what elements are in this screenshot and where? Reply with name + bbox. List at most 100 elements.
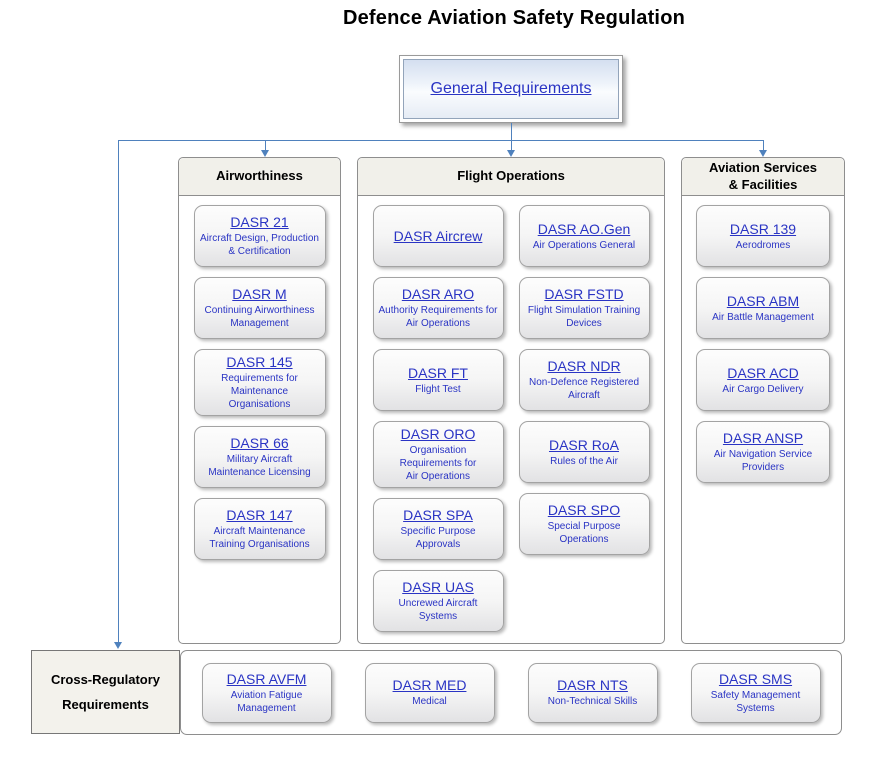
dasr-box: DASR AVFM Aviation Fatigue Management xyxy=(201,662,332,723)
dasr-box: DASR SMS Safety Management Systems xyxy=(690,662,821,723)
connector-drop-airworthiness xyxy=(265,141,266,151)
dasr-box: DASR 66 Military Aircraft Maintenance Li… xyxy=(193,426,326,488)
flight-operations-left-subcolumn: DASR Aircrew DASR ARO Authority Requirem… xyxy=(372,205,504,632)
dasr-description: Safety Management Systems xyxy=(710,689,801,714)
cross-regulatory-line1: Cross-Regulatory xyxy=(50,672,161,687)
dasr-box: DASR AO.Gen Air Operations General xyxy=(518,205,650,267)
dasr-box: DASR 139 Aerodromes xyxy=(696,205,830,267)
dasr-link[interactable]: DASR ARO xyxy=(401,286,475,302)
dasr-box: DASR ARO Authority Requirements for Air … xyxy=(372,277,504,339)
dasr-description: Non-Defence Registered Aircraft xyxy=(528,377,640,401)
dasr-box: DASR 145 Requirements for Maintenance Or… xyxy=(193,349,326,416)
dasr-link[interactable]: DASR FSTD xyxy=(544,286,624,302)
dasr-link[interactable]: DASR 145 xyxy=(226,354,293,370)
general-requirements-link[interactable]: General Requirements xyxy=(430,80,592,97)
dasr-description: Air Battle Management xyxy=(712,311,814,323)
dasr-description: Air Operations General xyxy=(532,239,636,251)
dasr-box: DASR UAS Uncrewed Aircraft Systems xyxy=(372,570,504,632)
dasr-description: Rules of the Air xyxy=(550,455,618,467)
dasr-box: DASR M Continuing Airworthiness Manageme… xyxy=(193,277,326,339)
column-aviation-services: Aviation Services & Facilities DASR 139 … xyxy=(681,157,845,644)
connector-horizontal xyxy=(118,140,764,141)
dasr-box: DASR ORO Organisation Requirements for A… xyxy=(372,421,504,488)
dasr-box: DASR 21 Aircraft Design, Production & Ce… xyxy=(193,205,326,267)
arrow-icon-aviation-services xyxy=(759,150,767,157)
general-requirements-box: General Requirements xyxy=(399,55,623,123)
dasr-description: Aircraft Maintenance Training Organisati… xyxy=(209,526,310,550)
dasr-box: DASR 147 Aircraft Maintenance Training O… xyxy=(193,498,326,560)
dasr-box: DASR SPA Specific Purpose Approvals xyxy=(372,498,504,560)
cross-regulatory-panel: DASR AVFM Aviation Fatigue Management DA… xyxy=(180,650,842,735)
connector-drop-flight-operations xyxy=(511,141,512,151)
dasr-link[interactable]: DASR ORO xyxy=(400,426,476,442)
connector-drop-aviation-services xyxy=(763,141,764,151)
general-requirements-box-inner: General Requirements xyxy=(403,59,619,119)
dasr-description: Requirements for Maintenance Organisatio… xyxy=(221,373,298,410)
dasr-description: Air Navigation Service Providers xyxy=(713,449,813,473)
dasr-box: DASR NDR Non-Defence Registered Aircraft xyxy=(518,349,650,411)
dasr-description: Medical xyxy=(412,696,447,707)
column-header-flight-operations: Flight Operations xyxy=(358,158,664,196)
dasr-link[interactable]: DASR Aircrew xyxy=(393,228,483,244)
dasr-description: Aerodromes xyxy=(735,239,791,251)
dasr-link[interactable]: DASR ANSP xyxy=(722,430,804,446)
dasr-box: DASR SPO Special Purpose Operations xyxy=(518,493,650,555)
dasr-link[interactable]: DASR AVFM xyxy=(226,670,307,687)
dasr-description: Special Purpose Operations xyxy=(547,521,621,545)
dasr-link[interactable]: DASR SPA xyxy=(403,507,473,523)
dasr-link[interactable]: DASR SMS xyxy=(718,670,793,687)
dasr-box: DASR ACD Air Cargo Delivery xyxy=(696,349,830,411)
dasr-description: Non-Technical Skills xyxy=(547,696,638,707)
dasr-description: Specific Purpose Approvals xyxy=(400,526,476,550)
dasr-box: DASR FT Flight Test xyxy=(372,349,504,411)
page-title: Defence Aviation Safety Regulation xyxy=(342,7,686,29)
dasr-description: Organisation Requirements for Air Operat… xyxy=(399,445,477,482)
dasr-link[interactable]: DASR 139 xyxy=(729,220,797,237)
dasr-link[interactable]: DASR SPO xyxy=(547,502,621,518)
dasr-box: DASR Aircrew xyxy=(372,205,504,267)
dasr-description: Air Cargo Delivery xyxy=(722,383,804,395)
dasr-link[interactable]: DASR MED xyxy=(392,677,467,693)
column-body-flight-operations: DASR Aircrew DASR ARO Authority Requirem… xyxy=(358,196,664,632)
dasr-box: DASR ANSP Air Navigation Service Provide… xyxy=(696,421,830,483)
dasr-link[interactable]: DASR 147 xyxy=(226,507,293,523)
dasr-description: Aircraft Design, Production & Certificat… xyxy=(200,233,319,257)
dasr-description: Flight Simulation Training Devices xyxy=(527,305,641,329)
dasr-link[interactable]: DASR M xyxy=(232,286,287,302)
column-airworthiness: Airworthiness DASR 21 Aircraft Design, P… xyxy=(178,157,341,644)
dasr-description: Flight Test xyxy=(415,383,461,395)
dasr-description: Uncrewed Aircraft Systems xyxy=(398,598,478,622)
dasr-box: DASR FSTD Flight Simulation Training Dev… xyxy=(518,277,650,339)
arrow-icon-flight-operations xyxy=(507,150,515,157)
dasr-link[interactable]: DASR ABM xyxy=(726,292,800,309)
dasr-link[interactable]: DASR NDR xyxy=(547,358,621,374)
dasr-box: DASR RoA Rules of the Air xyxy=(518,421,650,483)
arrow-icon-cross-regulatory xyxy=(114,642,122,649)
dasr-link[interactable]: DASR ACD xyxy=(727,364,799,381)
arrow-icon-airworthiness xyxy=(261,150,269,157)
column-header-airworthiness: Airworthiness xyxy=(179,158,340,196)
column-header-aviation-services: Aviation Services & Facilities xyxy=(682,158,844,196)
dasr-box: DASR MED Medical xyxy=(364,662,495,723)
dasr-link[interactable]: DASR AO.Gen xyxy=(537,220,631,237)
connector-root-stub xyxy=(511,123,512,141)
column-body-airworthiness: DASR 21 Aircraft Design, Production & Ce… xyxy=(179,196,340,560)
dasr-link[interactable]: DASR RoA xyxy=(548,436,620,453)
dasr-box: DASR ABM Air Battle Management xyxy=(696,277,830,339)
flight-operations-right-subcolumn: DASR AO.Gen Air Operations General DASR … xyxy=(518,205,650,632)
dasr-box: DASR NTS Non-Technical Skills xyxy=(527,662,658,723)
cross-regulatory-box: Cross-Regulatory Requirements xyxy=(31,650,180,734)
dasr-link[interactable]: DASR UAS xyxy=(402,579,474,595)
dasr-link[interactable]: DASR NTS xyxy=(557,677,628,693)
dasr-link[interactable]: DASR FT xyxy=(408,364,468,381)
connector-drop-cross-regulatory xyxy=(118,141,119,642)
cross-regulatory-line2: Requirements xyxy=(62,697,149,712)
column-flight-operations: Flight Operations DASR Aircrew DASR ARO … xyxy=(357,157,665,644)
dasr-link[interactable]: DASR 21 xyxy=(230,214,289,230)
dasr-description: Authority Requirements for Air Operation… xyxy=(378,305,498,329)
dasr-description: Military Aircraft Maintenance Licensing xyxy=(208,454,311,478)
dasr-description: Continuing Airworthiness Management xyxy=(204,305,315,329)
dasr-description: Aviation Fatigue Management xyxy=(230,689,303,714)
dasr-link[interactable]: DASR 66 xyxy=(230,435,289,451)
